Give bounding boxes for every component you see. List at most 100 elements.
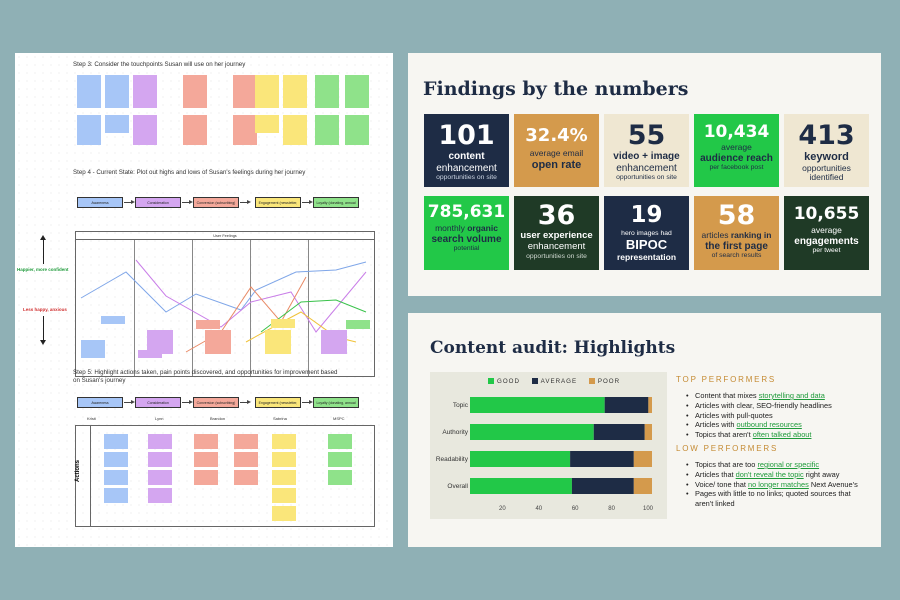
touchpoint-sticky <box>315 90 339 108</box>
list-text: Articles with <box>695 420 737 430</box>
stage-box: Consideration <box>135 197 181 208</box>
stage-arrow <box>240 200 251 204</box>
action-sticky <box>272 434 296 449</box>
stat-caption: per facebook post <box>709 164 764 172</box>
stat-caption: opportunities on site <box>436 174 497 181</box>
touchpoint-sticky <box>133 90 157 108</box>
category-label: Topic <box>453 402 469 409</box>
list-link[interactable]: don't reveal the topic <box>735 469 804 479</box>
findings-title: Findings by the numbers <box>423 78 689 100</box>
stage-box: Engagement (newsletter, regular reading,… <box>255 397 301 408</box>
touchpoint-sticky <box>77 127 101 145</box>
action-sticky <box>272 488 296 503</box>
bar-average-overall <box>571 478 634 494</box>
actions-label-cell: Actions <box>75 426 91 526</box>
stage-box: Conversion (subscribing) <box>193 197 239 208</box>
stat-tile-video: 55 video + image enhancement opportuniti… <box>604 114 689 187</box>
action-sticky <box>104 470 128 485</box>
stat-label: engagements <box>794 235 859 247</box>
bar-poor-overall <box>633 478 652 494</box>
top-performer-item: Articles with clear, SEO-friendly headli… <box>684 401 864 411</box>
stage-arrow <box>302 200 313 204</box>
list-link[interactable]: often talked about <box>752 430 812 440</box>
stage-box: Awareness <box>77 197 123 208</box>
stage-arrow <box>182 400 193 404</box>
legend-label-poor: POOR <box>597 378 621 385</box>
stat-caption: potential <box>453 245 480 253</box>
audit-panel: Content audit: Highlights GOOD AVERAGE P… <box>408 313 881 547</box>
touchpoint-sticky <box>345 127 369 145</box>
stage-box: Awareness <box>77 397 123 408</box>
touchpoint-sticky <box>77 90 101 108</box>
touchpoint-sticky <box>77 75 101 93</box>
x-tick-label: 20 <box>499 506 506 512</box>
action-sticky <box>194 470 218 485</box>
touchpoint-sticky <box>283 90 307 108</box>
list-link[interactable]: regional or specific <box>757 460 820 469</box>
divider <box>192 240 193 376</box>
stage-box: Engagement (newsletter, regular reading,… <box>255 197 301 208</box>
stat-label: average email <box>529 148 584 158</box>
legend-swatch-poor <box>588 378 595 384</box>
list-text: Next Avenue's <box>808 479 858 489</box>
touchpoint-sticky <box>315 127 339 145</box>
stat-tile-search: 785,631 monthly organic search volume po… <box>424 196 509 270</box>
audit-chart-card: GOOD AVERAGE POOR Topic Authority Readabil… <box>430 372 667 519</box>
list-text: Articles that <box>695 469 736 479</box>
persona-name: Sabrina <box>273 416 287 421</box>
stage-arrow <box>240 400 251 404</box>
audit-bar-chart: Topic Authority Readability Overall 20 40 60 80… <box>436 397 654 512</box>
action-sticky <box>148 452 172 467</box>
step3-heading: Step 3: Consider the touchpoints Susan w… <box>73 61 246 68</box>
stat-label: ranking in <box>730 230 772 240</box>
touchpoint-sticky <box>133 127 157 145</box>
stat-tile-ux: 36 user experience enhancement opportuni… <box>514 196 599 270</box>
action-sticky <box>272 470 296 485</box>
list-text: Articles with pull-quotes <box>695 410 773 420</box>
touchpoint-sticky <box>345 90 369 108</box>
category-label: Readability <box>436 456 469 463</box>
touchpoint-sticky <box>183 75 207 93</box>
stat-tile-ranking: 58 articles ranking in the first page of… <box>694 196 779 270</box>
stat-caption: per tweet <box>812 247 841 255</box>
legend-label-good: GOOD <box>497 378 520 385</box>
touchpoint-sticky <box>233 127 257 145</box>
persona-name: Brandon <box>210 416 226 421</box>
stat-label: hero images had <box>621 230 672 237</box>
stat-number: 19 <box>630 202 663 228</box>
stat-label: keyword <box>804 151 849 163</box>
stage-box: Loyalty (donating, annual generation) <box>313 397 359 408</box>
list-text: Pages with little to no links; quoted so… <box>695 489 851 509</box>
bar-average-topic <box>604 397 649 413</box>
touchpoint-sticky <box>183 127 207 145</box>
stat-label: the first page <box>705 240 768 252</box>
stage-box: Consideration <box>135 397 181 408</box>
list-link[interactable]: storytelling and data <box>758 391 825 400</box>
stat-number: 55 <box>627 120 666 151</box>
legend-swatch-average <box>531 378 538 384</box>
list-link[interactable]: no longer matches <box>748 479 809 489</box>
low-performers-heading: LOW PERFORMERS <box>676 444 779 453</box>
stat-label: enhancement <box>436 162 497 174</box>
action-sticky <box>104 434 128 449</box>
happier-label: Happier, more confident <box>17 267 69 272</box>
stat-tile-email: 32.4% average email open rate <box>514 114 599 187</box>
feeling-note <box>138 350 162 358</box>
stage-arrow <box>124 400 135 404</box>
stage-box: Conversion (subscribing) <box>193 397 239 408</box>
divider <box>308 240 309 376</box>
touchpoint-sticky <box>315 75 339 93</box>
legend-label-average: AVERAGE <box>540 378 578 385</box>
touchpoint-sticky <box>183 90 207 108</box>
up-arrow-head <box>40 235 46 240</box>
stat-label: open rate <box>531 158 582 171</box>
stat-tile-content: 101 content enhancement opportunities on… <box>424 114 509 187</box>
stat-caption: opportunities on site <box>526 252 587 260</box>
stat-label: enhancement <box>527 240 586 252</box>
bar-poor-readability <box>633 451 652 467</box>
low-performers-list: Topics that are too regional or specific… <box>684 460 868 509</box>
touchpoint-sticky <box>105 75 129 93</box>
list-link[interactable]: outbound resources <box>736 420 802 430</box>
down-arrow-head <box>40 340 46 345</box>
persona-name: Lynn <box>155 416 164 421</box>
